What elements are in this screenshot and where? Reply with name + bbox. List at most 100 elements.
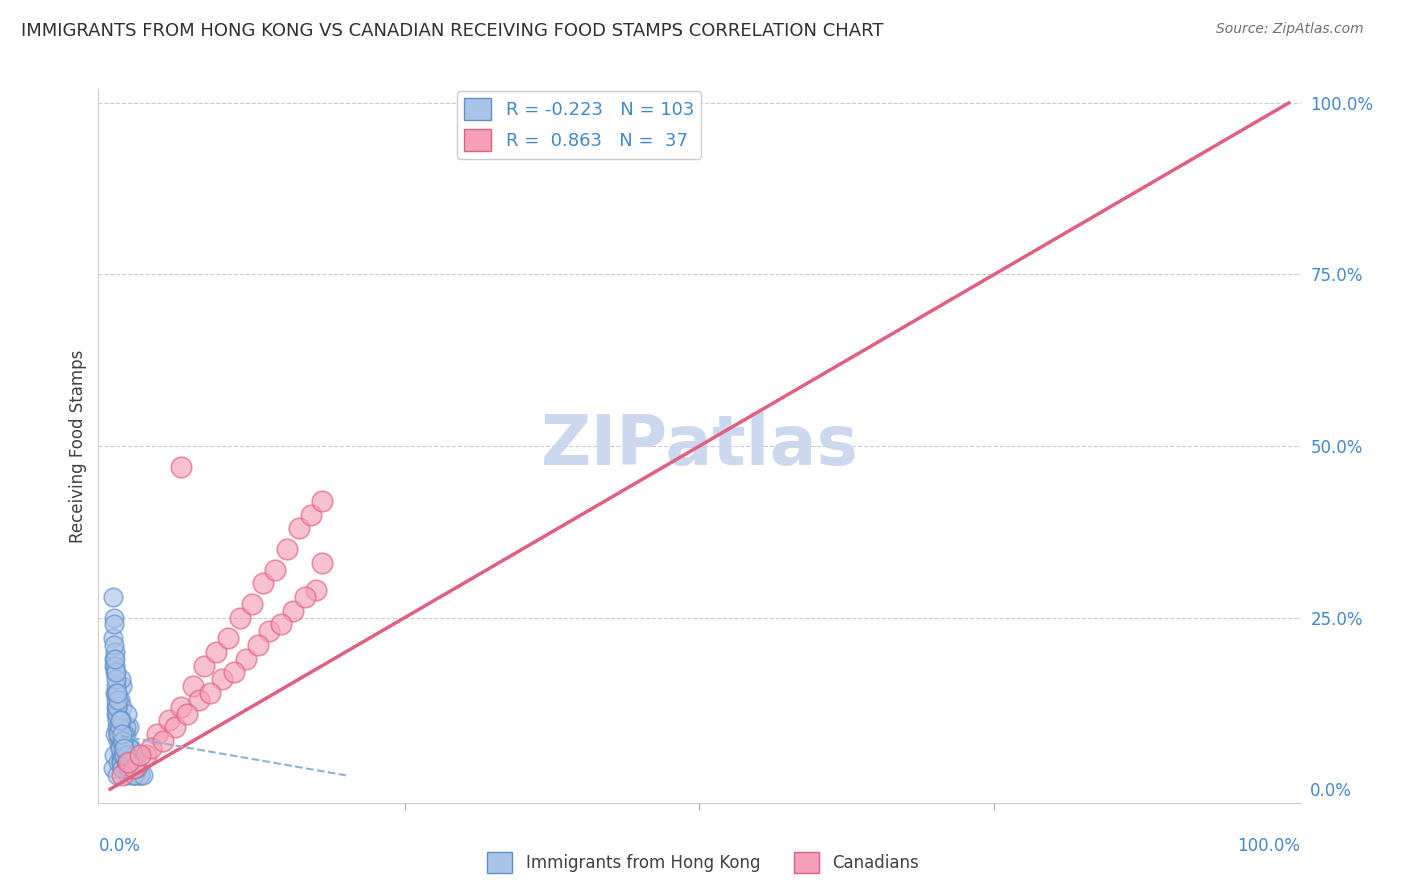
Point bbox=[122, 762, 145, 776]
Point bbox=[125, 762, 148, 776]
Point bbox=[117, 762, 139, 776]
Point bbox=[114, 755, 136, 769]
Point bbox=[112, 727, 135, 741]
Point bbox=[114, 727, 136, 741]
Point bbox=[157, 714, 180, 728]
Point bbox=[135, 747, 157, 762]
Point bbox=[110, 747, 132, 762]
Point bbox=[281, 604, 304, 618]
Point bbox=[111, 699, 134, 714]
Point bbox=[112, 740, 135, 755]
Point bbox=[146, 727, 169, 741]
Point bbox=[110, 755, 132, 769]
Point bbox=[104, 686, 127, 700]
Point bbox=[120, 755, 142, 769]
Point bbox=[122, 762, 145, 776]
Point bbox=[108, 740, 131, 755]
Point bbox=[299, 508, 322, 522]
Point bbox=[141, 740, 163, 755]
Point bbox=[117, 755, 139, 769]
Point bbox=[105, 699, 128, 714]
Point bbox=[115, 706, 138, 721]
Point bbox=[170, 459, 193, 474]
Point bbox=[111, 734, 134, 748]
Point bbox=[108, 714, 131, 728]
Point bbox=[193, 658, 215, 673]
Point bbox=[110, 755, 132, 769]
Point bbox=[176, 706, 198, 721]
Point bbox=[107, 734, 129, 748]
Point bbox=[103, 617, 125, 632]
Point bbox=[117, 755, 139, 769]
Point bbox=[111, 727, 134, 741]
Point bbox=[114, 740, 136, 755]
Point bbox=[112, 734, 135, 748]
Point bbox=[229, 610, 252, 624]
Point bbox=[107, 727, 129, 741]
Point bbox=[111, 762, 134, 776]
Point bbox=[112, 734, 135, 748]
Point bbox=[252, 576, 274, 591]
Point bbox=[115, 747, 138, 762]
Point bbox=[128, 768, 150, 782]
Point bbox=[128, 747, 150, 762]
Point bbox=[259, 624, 281, 639]
Point bbox=[127, 762, 149, 776]
Point bbox=[105, 706, 128, 721]
Point bbox=[105, 706, 128, 721]
Point bbox=[111, 768, 134, 782]
Text: Source: ZipAtlas.com: Source: ZipAtlas.com bbox=[1216, 22, 1364, 37]
Point bbox=[205, 645, 228, 659]
Point bbox=[122, 768, 145, 782]
Point bbox=[122, 768, 145, 782]
Point bbox=[276, 541, 298, 556]
Point bbox=[163, 720, 186, 734]
Legend: Immigrants from Hong Kong, Canadians: Immigrants from Hong Kong, Canadians bbox=[481, 846, 925, 880]
Point bbox=[108, 740, 131, 755]
Point bbox=[101, 762, 124, 776]
Point bbox=[217, 631, 239, 645]
Point bbox=[264, 562, 287, 576]
Point bbox=[112, 747, 135, 762]
Point bbox=[103, 747, 125, 762]
Point bbox=[107, 720, 129, 734]
Point bbox=[120, 762, 142, 776]
Point bbox=[240, 597, 263, 611]
Point bbox=[114, 720, 136, 734]
Point bbox=[112, 727, 135, 741]
Point bbox=[120, 740, 142, 755]
Point bbox=[115, 747, 138, 762]
Point bbox=[124, 762, 146, 776]
Point bbox=[112, 762, 135, 776]
Point bbox=[107, 727, 129, 741]
Point bbox=[170, 699, 193, 714]
Point bbox=[121, 755, 143, 769]
Point bbox=[105, 686, 128, 700]
Point bbox=[124, 755, 146, 769]
Point bbox=[118, 755, 141, 769]
Point bbox=[108, 734, 131, 748]
Point bbox=[118, 755, 141, 769]
Point bbox=[125, 762, 148, 776]
Point bbox=[121, 762, 143, 776]
Point bbox=[104, 727, 127, 741]
Point bbox=[103, 638, 125, 652]
Point bbox=[110, 673, 132, 687]
Point bbox=[112, 747, 135, 762]
Text: IMMIGRANTS FROM HONG KONG VS CANADIAN RECEIVING FOOD STAMPS CORRELATION CHART: IMMIGRANTS FROM HONG KONG VS CANADIAN RE… bbox=[21, 22, 883, 40]
Point bbox=[105, 679, 128, 693]
Point bbox=[110, 714, 132, 728]
Text: ZIPatlas: ZIPatlas bbox=[540, 412, 859, 480]
Point bbox=[117, 768, 139, 782]
Point bbox=[105, 768, 128, 782]
Point bbox=[181, 679, 204, 693]
Point bbox=[305, 583, 328, 598]
Point bbox=[108, 734, 131, 748]
Point bbox=[104, 665, 127, 680]
Point bbox=[128, 768, 150, 782]
Point bbox=[187, 693, 209, 707]
Point bbox=[200, 686, 222, 700]
Point bbox=[105, 693, 128, 707]
Point bbox=[104, 645, 127, 659]
Point bbox=[246, 638, 269, 652]
